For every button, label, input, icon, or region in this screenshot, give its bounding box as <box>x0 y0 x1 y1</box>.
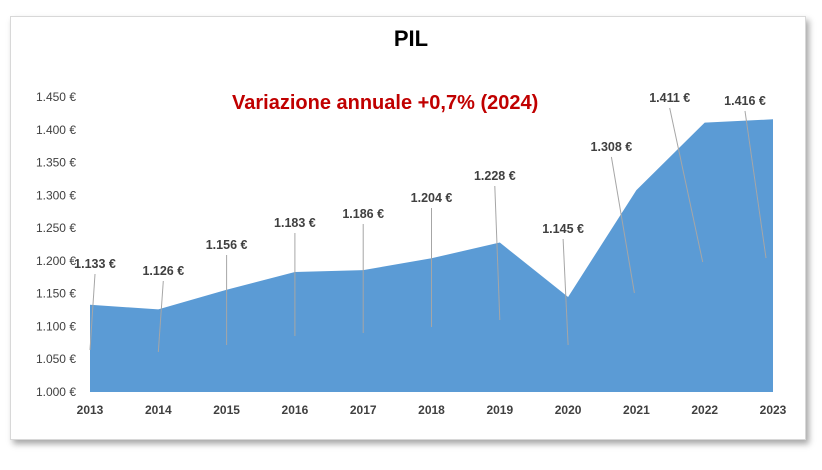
y-tick-label: 1.150 € <box>36 287 76 301</box>
chart-title: PIL <box>393 26 429 51</box>
y-tick-label: 1.400 € <box>36 123 76 137</box>
data-label: 1.133 € <box>74 257 116 271</box>
y-tick-label: 1.300 € <box>36 188 76 202</box>
data-label: 1.126 € <box>142 264 184 278</box>
data-label: 1.156 € <box>206 238 248 252</box>
x-tick-label: 2017 <box>350 403 377 417</box>
data-label: 1.204 € <box>411 191 453 205</box>
x-tick-label: 2021 <box>623 403 650 417</box>
data-label: 1.308 € <box>591 140 633 154</box>
leader-line <box>562 238 569 346</box>
data-label: 1.416 € <box>724 94 766 108</box>
data-label: 1.186 € <box>342 207 384 221</box>
leader-line <box>669 107 704 263</box>
leader-line <box>744 110 767 259</box>
x-tick-label: 2018 <box>418 403 445 417</box>
leader-line <box>494 185 501 321</box>
data-label: 1.183 € <box>274 216 316 230</box>
area-series <box>90 119 773 393</box>
data-label: 1.145 € <box>542 222 584 236</box>
y-tick-label: 1.250 € <box>36 221 76 235</box>
y-tick-label: 1.350 € <box>36 156 76 170</box>
x-tick-label: 2016 <box>282 403 309 417</box>
leader-line <box>610 156 635 294</box>
x-tick-label: 2020 <box>555 403 582 417</box>
x-tick-label: 2015 <box>213 403 240 417</box>
y-tick-label: 1.000 € <box>36 385 76 399</box>
x-tick-label: 2022 <box>691 403 718 417</box>
y-tick-label: 1.200 € <box>36 254 76 268</box>
y-tick-label: 1.450 € <box>36 90 76 104</box>
leader-line <box>157 280 164 353</box>
x-tick-label: 2014 <box>145 403 172 417</box>
y-tick-label: 1.100 € <box>36 319 76 333</box>
x-tick-label: 2013 <box>77 403 104 417</box>
x-tick-label: 2019 <box>486 403 513 417</box>
y-tick-label: 1.050 € <box>36 352 76 366</box>
chart-subtitle: Variazione annuale +0,7% (2024) <box>232 92 539 114</box>
data-label: 1.411 € <box>649 91 690 105</box>
data-label: 1.228 € <box>474 169 516 183</box>
x-tick-label: 2023 <box>760 403 787 417</box>
leader-line <box>89 273 96 351</box>
